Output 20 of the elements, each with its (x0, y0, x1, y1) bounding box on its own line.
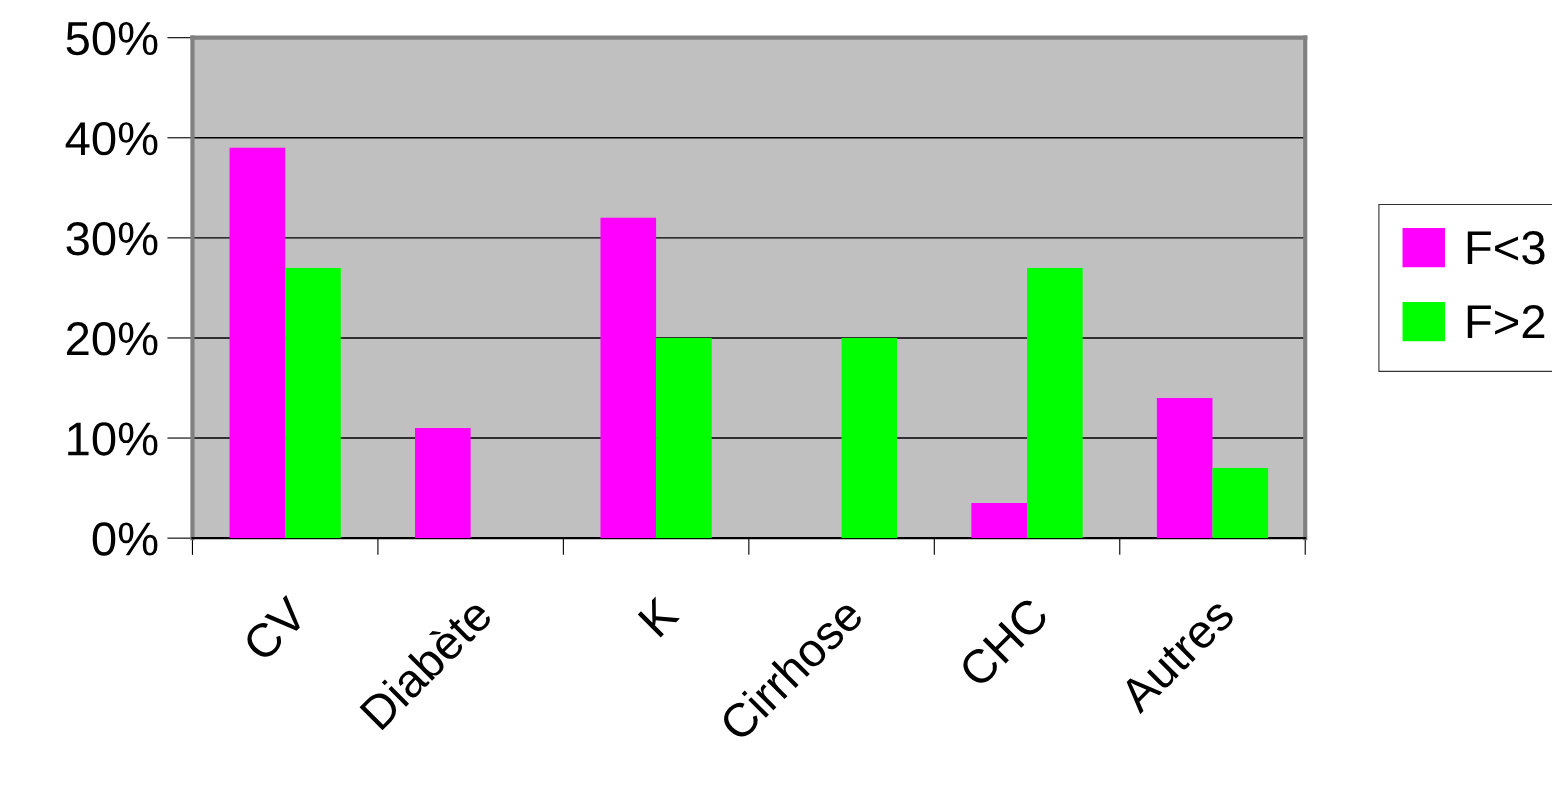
y-tick-label: 30% (66, 222, 158, 256)
y-tick-label: 10% (68, 422, 158, 456)
bar (415, 428, 471, 539)
bar (656, 337, 712, 539)
bar (1212, 468, 1269, 539)
bar (600, 217, 657, 539)
legend-label: F>2 (1467, 305, 1545, 338)
y-tick-label: 40% (65, 121, 158, 156)
bar (229, 147, 286, 539)
x-tick-label: K (637, 595, 680, 638)
bar (1027, 267, 1083, 539)
x-tick-label: CV (241, 594, 310, 663)
y-tick-label: 20% (66, 322, 158, 356)
bar (1156, 398, 1213, 539)
y-tick-label: 50% (66, 21, 158, 56)
bar (971, 503, 1028, 539)
legend-label: F<3 (1467, 230, 1545, 265)
bar (285, 267, 341, 539)
bar (841, 337, 898, 539)
y-tick-label: 0% (92, 522, 158, 556)
